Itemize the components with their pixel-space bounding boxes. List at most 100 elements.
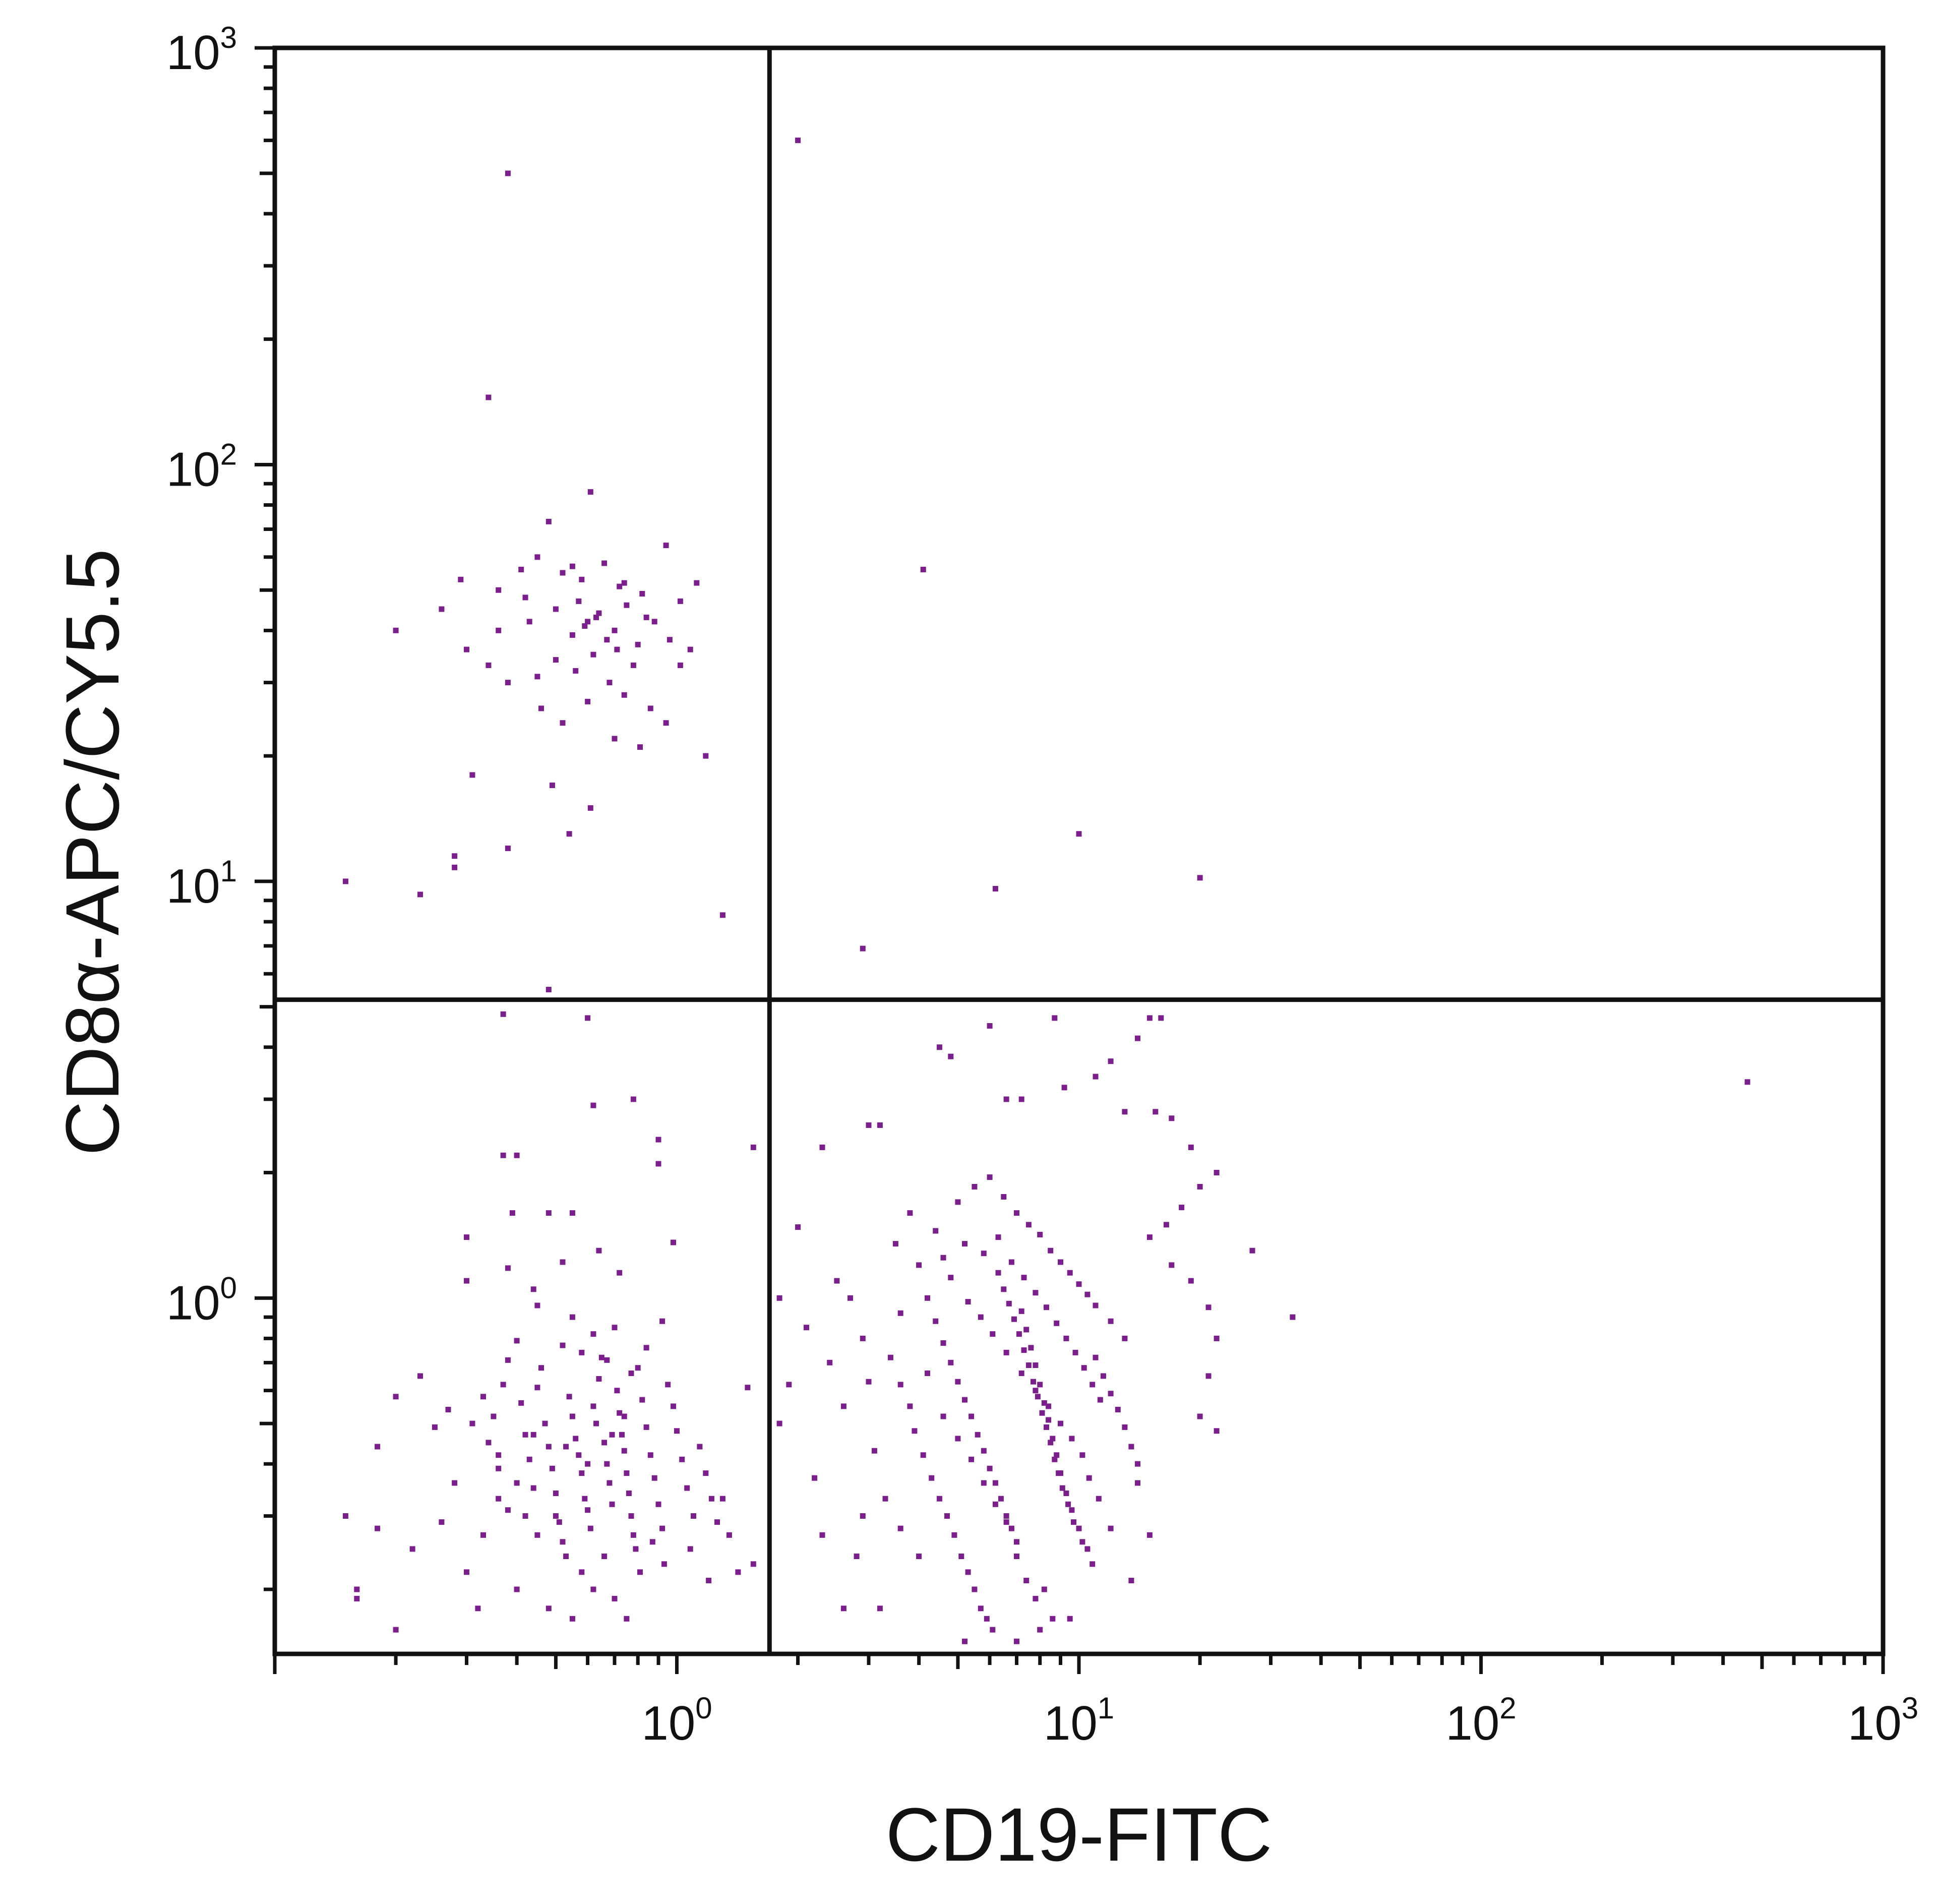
scatter-point (1205, 1304, 1212, 1311)
scatter-point (486, 1440, 492, 1446)
scatter-point (342, 878, 348, 884)
scatter-point (630, 662, 636, 668)
scatter-point (1069, 1436, 1075, 1442)
scatter-point (1093, 1354, 1099, 1360)
scatter-point (972, 1184, 978, 1189)
scatter-point (897, 1382, 903, 1388)
scatter-point (464, 646, 469, 652)
scatter-point (687, 1546, 693, 1552)
scatter-point (1063, 1335, 1069, 1341)
scatter-point (1153, 1109, 1159, 1115)
scatter-point (965, 1299, 971, 1305)
scatter-point (1214, 1170, 1220, 1175)
scatter-point (486, 394, 492, 400)
scatter-point (560, 720, 566, 726)
scatter-point (573, 1436, 579, 1442)
scatter-point (1169, 1115, 1175, 1121)
scatter-point (969, 1456, 975, 1462)
scatter-point (1035, 1394, 1041, 1400)
scatter-point (576, 598, 582, 604)
scatter-point (496, 1465, 502, 1471)
scatter-point (916, 1262, 922, 1268)
scatter-point (697, 1444, 703, 1450)
scatter-point (409, 1546, 415, 1552)
scatter-point (987, 1174, 993, 1180)
scatter-point (1093, 1074, 1099, 1080)
scatter-point (1018, 1371, 1024, 1376)
scatter-point (1058, 1259, 1063, 1265)
scatter-point (978, 1314, 984, 1320)
scatter-point (1023, 1327, 1030, 1333)
scatter-point (1033, 1595, 1039, 1601)
scatter-point (671, 1403, 676, 1409)
scatter-point (596, 1376, 602, 1382)
scatter-point (750, 1561, 756, 1567)
scatter-point (933, 1228, 939, 1234)
scatter-point (1214, 1428, 1220, 1434)
scatter-point (573, 668, 579, 674)
scatter-point (560, 1342, 566, 1348)
scatter-point (1188, 1278, 1194, 1284)
scatter-point (920, 567, 926, 572)
scatter-point (1146, 1015, 1153, 1021)
scatter-point (1046, 1403, 1052, 1409)
scatter-point (612, 1325, 618, 1331)
scatter-point (1050, 1436, 1056, 1442)
scatter-point (1052, 1456, 1058, 1462)
scatter-point (1067, 1616, 1073, 1622)
y-tick-label: 100 (166, 1271, 237, 1330)
scatter-point (795, 1224, 801, 1230)
scatter-point (962, 1241, 967, 1247)
scatter-point (1197, 1184, 1203, 1189)
scatter-point (626, 1491, 632, 1496)
scatter-point (860, 945, 866, 951)
scatter-point (1001, 1286, 1007, 1292)
scatter-point (1048, 1440, 1054, 1446)
plot-border (272, 45, 1886, 1656)
scatter-point (1011, 1316, 1017, 1322)
scatter-point (542, 1420, 548, 1426)
scatter-point (1031, 1379, 1036, 1385)
scatter-point (827, 1359, 833, 1365)
scatter-point (745, 1385, 751, 1391)
scatter-point (587, 1525, 593, 1531)
scatter-point (560, 1259, 566, 1265)
scatter-point (812, 1475, 818, 1481)
scatter-point (882, 1496, 888, 1502)
scatter-point (553, 1491, 559, 1496)
scatter-point (522, 1432, 528, 1438)
scatter-point (417, 1373, 423, 1379)
scatter-point (569, 563, 575, 569)
scatter-point (563, 1554, 569, 1559)
scatter-point (1122, 1109, 1128, 1115)
scatter-point (624, 602, 630, 608)
scatter-point (566, 1394, 572, 1400)
scatter-point (526, 619, 532, 625)
scatter-point (505, 1357, 511, 1363)
scatter-point (1021, 1275, 1027, 1281)
y-tick-label: 101 (166, 854, 237, 913)
scatter-point (526, 1456, 532, 1462)
scatter-point (1158, 1015, 1164, 1021)
scatter-point (560, 1539, 566, 1545)
scatter-point (639, 1397, 645, 1403)
scatter-point (948, 1275, 954, 1281)
scatter-point (786, 1382, 792, 1388)
scatter-point (866, 1379, 872, 1385)
scatter-point (887, 1354, 893, 1360)
scatter-point (691, 1513, 696, 1519)
scatter-point (505, 170, 511, 176)
scatter-point (714, 1519, 720, 1525)
scatter-point (925, 1371, 930, 1376)
scatter-point (1014, 1554, 1019, 1559)
scatter-point (1058, 1420, 1063, 1426)
scatter-point (1041, 1400, 1047, 1406)
scatter-point (621, 1448, 627, 1454)
scatter-point (576, 1452, 582, 1458)
scatter-point (834, 1278, 840, 1284)
scatter-point (1249, 1247, 1255, 1254)
scatter-point (795, 137, 801, 143)
scatter-point (1135, 1480, 1140, 1486)
scatter-point (995, 1270, 1001, 1276)
scatter-point (439, 606, 445, 612)
